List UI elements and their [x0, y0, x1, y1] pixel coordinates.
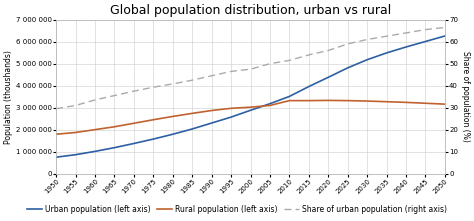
Y-axis label: Share of population (%): Share of population (%)	[461, 51, 470, 142]
Title: Global population distribution, urban vs rural: Global population distribution, urban vs…	[110, 4, 391, 17]
Y-axis label: Population (thoushands): Population (thoushands)	[4, 50, 13, 144]
Legend: Urban population (left axis), Rural population (left axis), Share of urban popul: Urban population (left axis), Rural popu…	[24, 202, 450, 217]
